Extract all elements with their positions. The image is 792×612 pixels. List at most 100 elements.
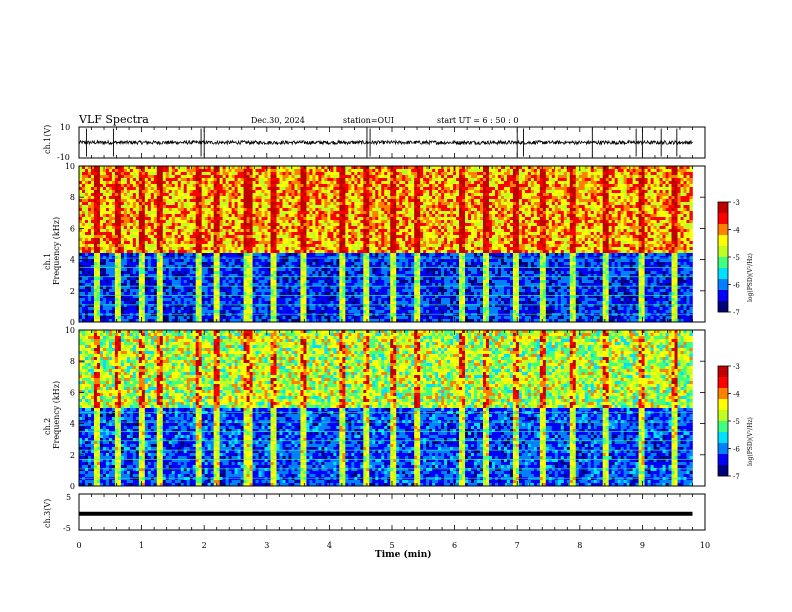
spectrogram-cell bbox=[87, 178, 92, 182]
spectrogram-cell bbox=[572, 175, 577, 179]
spectrogram-cell bbox=[309, 181, 313, 185]
spectrogram-cell bbox=[306, 223, 310, 227]
spectrogram-cell bbox=[105, 175, 110, 179]
spectrogram-cell bbox=[477, 169, 481, 173]
spectrogram-cell bbox=[225, 181, 229, 185]
spectrogram-cell bbox=[551, 226, 556, 230]
spectrogram-cell bbox=[324, 229, 328, 233]
spectrogram-cell bbox=[102, 196, 107, 200]
spectrogram-cell bbox=[596, 190, 601, 194]
spectrogram-cell bbox=[96, 187, 101, 191]
spectrogram-cell bbox=[560, 187, 565, 191]
spectrogram-cell bbox=[509, 196, 514, 200]
spectrogram-cell bbox=[584, 178, 589, 182]
spectrogram-cell bbox=[390, 229, 394, 233]
spectrogram-cell bbox=[560, 166, 565, 170]
spectrogram-cell bbox=[518, 193, 523, 197]
spectrogram-cell bbox=[435, 172, 439, 176]
spectrogram-cell bbox=[156, 178, 161, 182]
spectrogram-cell bbox=[165, 208, 170, 212]
spectrogram-cell bbox=[542, 214, 547, 218]
spectrogram-cell bbox=[462, 220, 466, 224]
spectrogram-cell bbox=[587, 199, 592, 203]
spectrogram-cell bbox=[339, 175, 343, 179]
spectrogram-cell bbox=[602, 178, 606, 182]
spectrogram-cell bbox=[285, 223, 289, 227]
spectrogram-cell bbox=[222, 193, 226, 197]
spectrogram-cell bbox=[420, 199, 424, 203]
spectrogram-cell bbox=[474, 235, 478, 239]
spectrogram-cell bbox=[608, 217, 612, 221]
spectrogram-cell bbox=[581, 178, 586, 182]
spectrogram-cell bbox=[147, 199, 152, 203]
spectrogram-cell bbox=[318, 202, 322, 206]
spectrogram-cell bbox=[144, 235, 149, 239]
spectrogram-cell bbox=[554, 208, 559, 212]
spectrogram-cell bbox=[339, 226, 343, 230]
spectrogram-cell bbox=[150, 178, 155, 182]
spectrogram-cell bbox=[524, 226, 529, 230]
spectrogram-cell bbox=[426, 196, 430, 200]
spectrogram-cell bbox=[483, 190, 487, 194]
spectrogram-cell bbox=[477, 178, 481, 182]
spectrogram-cell bbox=[617, 223, 621, 227]
spectrogram-cell bbox=[276, 232, 280, 236]
spectrogram-cell bbox=[509, 220, 514, 224]
spectrogram-cell bbox=[258, 223, 262, 227]
spectrogram-cell bbox=[402, 208, 406, 212]
spectrogram-cell bbox=[396, 199, 400, 203]
spectrogram-cell bbox=[450, 196, 454, 200]
spectrogram-cell bbox=[354, 205, 358, 209]
spectrogram-cell bbox=[477, 220, 481, 224]
spectrogram-cell bbox=[674, 178, 678, 182]
spectrogram-cell bbox=[351, 181, 355, 185]
spectrogram-cell bbox=[578, 175, 583, 179]
spectrogram-cell bbox=[312, 172, 316, 176]
spectrogram-cell bbox=[180, 226, 185, 230]
spectrogram-cell bbox=[222, 166, 226, 170]
spectrogram-cell bbox=[246, 217, 250, 221]
spectrogram-cell bbox=[186, 229, 191, 233]
spectrogram-cell bbox=[456, 178, 460, 182]
spectrogram-cell bbox=[647, 211, 651, 215]
spectrogram-cell bbox=[189, 229, 194, 233]
spectrogram-cell bbox=[321, 214, 325, 218]
spectrogram-cell bbox=[471, 235, 475, 239]
spectrogram-cell bbox=[162, 229, 167, 233]
spectrogram-cell bbox=[650, 202, 654, 206]
spectrogram-cell bbox=[159, 196, 164, 200]
spectrogram-cell bbox=[126, 211, 131, 215]
spectrogram-cell bbox=[318, 193, 322, 197]
spectrogram-cell bbox=[647, 175, 651, 179]
spectrogram-cell bbox=[135, 217, 140, 221]
spectrogram-cell bbox=[126, 220, 131, 224]
spectrogram-cell bbox=[93, 175, 98, 179]
spectrogram-cell bbox=[551, 214, 556, 218]
spectrogram-cell bbox=[500, 178, 505, 182]
spectrogram-cell bbox=[228, 166, 232, 170]
spectrogram-cell bbox=[252, 193, 256, 197]
spectrogram-cell bbox=[402, 220, 406, 224]
spectrogram-cell bbox=[189, 190, 194, 194]
spectrogram-cell bbox=[602, 187, 606, 191]
spectrogram-cell bbox=[360, 229, 364, 233]
spectrogram-cell bbox=[557, 205, 562, 209]
spectrogram-cell bbox=[342, 175, 346, 179]
spectrogram-cell bbox=[450, 178, 454, 182]
spectrogram-cell bbox=[494, 226, 499, 230]
spectrogram-cell bbox=[273, 169, 277, 173]
spectrogram-cell bbox=[548, 181, 553, 185]
spectrogram-cell bbox=[420, 166, 424, 170]
spectrogram-cell bbox=[318, 196, 322, 200]
spectrogram-cell bbox=[198, 175, 202, 179]
spectrogram-cell bbox=[141, 193, 146, 197]
spectrogram-cell bbox=[120, 217, 125, 221]
spectrogram-cell bbox=[282, 166, 286, 170]
spectrogram-cell bbox=[650, 214, 654, 218]
spectrogram-cell bbox=[605, 175, 609, 179]
spectrogram-cell bbox=[195, 166, 199, 170]
spectrogram-cell bbox=[207, 169, 211, 173]
spectrogram-cell bbox=[578, 187, 583, 191]
spectrogram-cell bbox=[177, 235, 182, 239]
spectrogram-cell bbox=[273, 235, 277, 239]
